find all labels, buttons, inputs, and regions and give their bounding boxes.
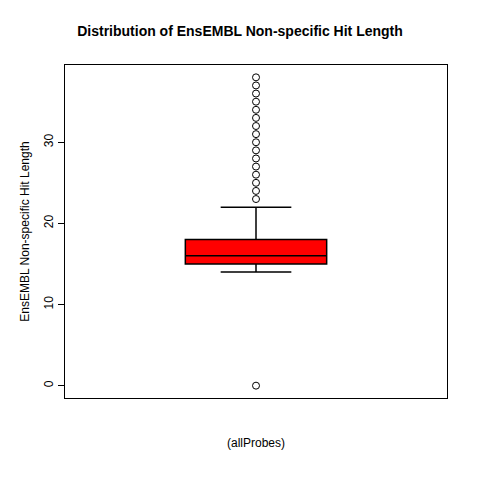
- svg-text:EnsEMBL Non-specific Hit Lengt: EnsEMBL Non-specific Hit Length: [18, 141, 32, 321]
- svg-text:(allProbes): (allProbes): [227, 436, 285, 450]
- svg-text:20: 20: [42, 215, 56, 229]
- svg-text:Distribution of EnsEMBL Non-sp: Distribution of EnsEMBL Non-specific Hit…: [77, 23, 403, 39]
- svg-text:0: 0: [42, 380, 56, 387]
- svg-text:30: 30: [42, 133, 56, 147]
- svg-text:10: 10: [42, 296, 56, 310]
